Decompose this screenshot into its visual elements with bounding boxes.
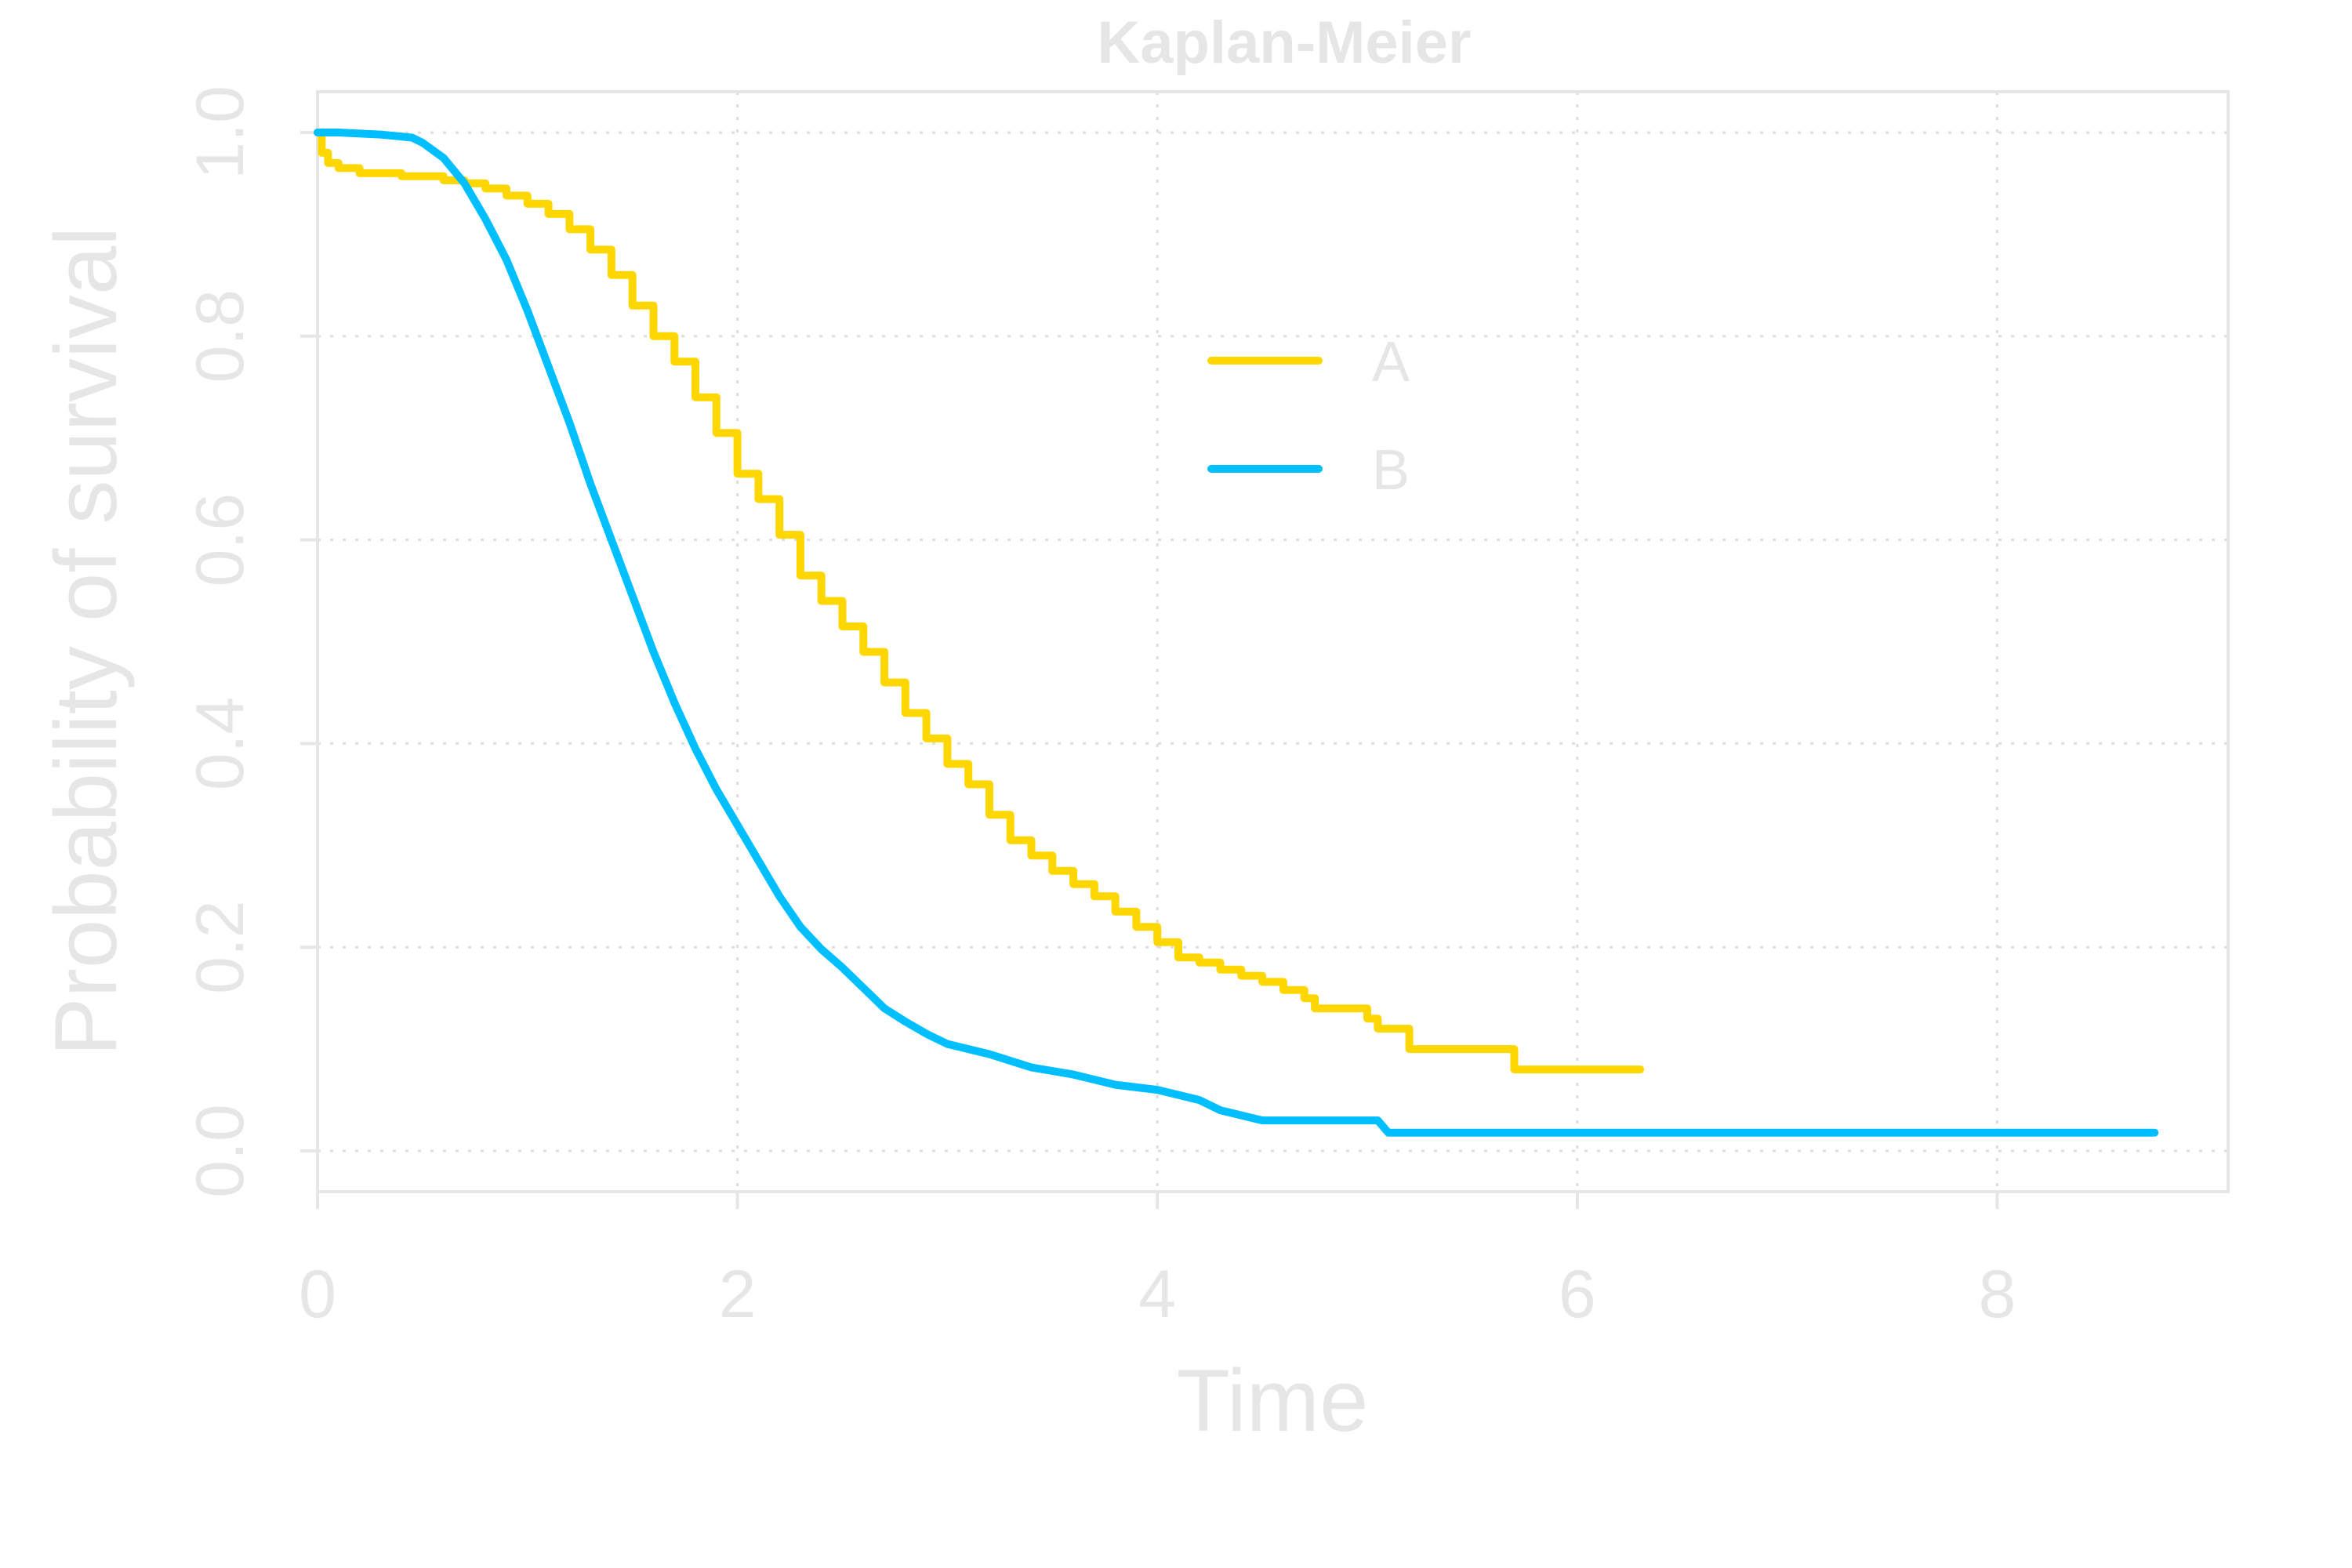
y-tick-label: 0.4	[183, 697, 258, 791]
legend-label-b: B	[1372, 439, 1410, 502]
plot-frame	[316, 90, 2230, 1193]
x-tick-label: 4	[1138, 1257, 1176, 1332]
series-lines	[314, 129, 2159, 1137]
x-tick-label: 0	[299, 1257, 336, 1332]
x-axis-label: Time	[1177, 1352, 1369, 1450]
legend: AB	[1207, 331, 1410, 502]
x-tick-label: 6	[1559, 1257, 1596, 1332]
y-tick-label: 0.6	[183, 493, 258, 587]
y-tick-label: 1.0	[183, 85, 258, 180]
y-tick-label: 0.0	[183, 1104, 258, 1198]
y-tick-label: 0.2	[183, 900, 258, 994]
legend-label-a: A	[1372, 331, 1410, 394]
grid-lines	[316, 92, 2228, 1192]
chart-title: Kaplan-Meier	[1097, 9, 1471, 76]
y-tick-label: 0.8	[183, 289, 258, 383]
x-axis-ticks: 0 2 4 6 8	[299, 1192, 2016, 1332]
x-tick-label: 2	[719, 1257, 757, 1332]
y-axis-ticks: 0.0 0.2 0.4 0.6 0.8 1.0	[183, 85, 318, 1198]
series-line-b	[314, 129, 2159, 1137]
x-tick-label: 8	[1978, 1257, 2016, 1332]
y-axis-label: Probability of survival	[37, 227, 135, 1056]
series-line-a	[314, 129, 1645, 1074]
